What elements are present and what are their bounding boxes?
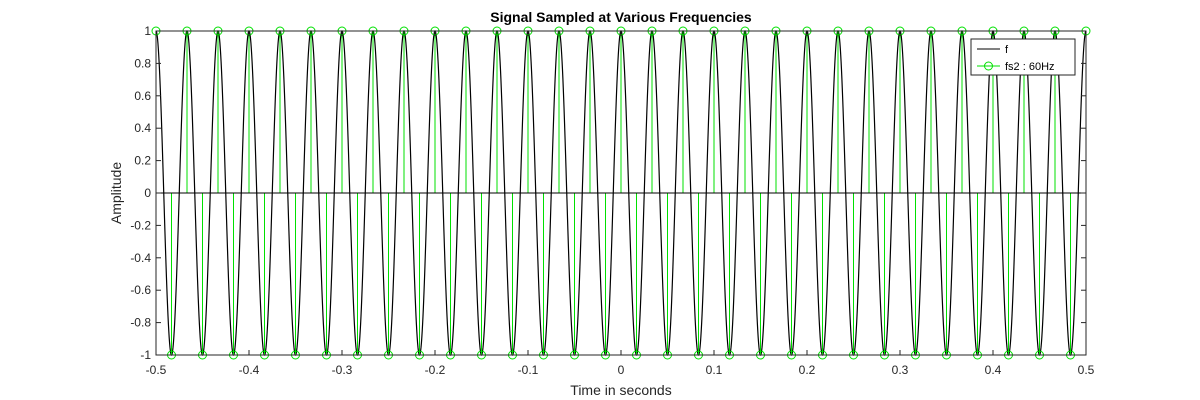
x-tick-label: -0.5	[146, 363, 167, 377]
legend-marker-fs2	[984, 61, 993, 71]
legend-box	[970, 38, 1076, 76]
legend-label-f: f	[1005, 44, 1009, 56]
y-tick-label: -0.4	[130, 251, 151, 265]
x-tick-label: 0.3	[892, 363, 909, 377]
x-tick-label: 0	[618, 363, 625, 377]
legend-label-fs2: fs2 : 60Hz	[1005, 61, 1055, 73]
y-axis-label: Amplitude	[108, 162, 124, 224]
legend: f fs2 : 60Hz	[970, 38, 1076, 76]
x-tick-label: -0.4	[239, 363, 260, 377]
x-tick-label: -0.1	[518, 363, 539, 377]
y-tick-label: 0.8	[134, 56, 151, 70]
y-tick-label: -0.6	[130, 283, 151, 297]
y-tick-label: 0.2	[134, 154, 151, 168]
stem-layer	[151, 26, 1091, 360]
y-tick-label: 0.6	[134, 89, 151, 103]
x-axis-label: Time in seconds	[570, 382, 671, 398]
x-tick-label: 0.5	[1078, 363, 1095, 377]
x-tick-label: 0.2	[799, 363, 816, 377]
axes-box	[155, 30, 1087, 356]
y-tick-label: 0.4	[134, 121, 151, 135]
y-tick-label: 0	[144, 186, 151, 200]
y-tick-label: -1	[140, 348, 151, 362]
chart-title: Signal Sampled at Various Frequencies	[490, 9, 752, 25]
y-tick-label: -0.2	[130, 218, 151, 232]
x-tick-label: 0.4	[985, 363, 1002, 377]
y-tick-label: 1	[144, 24, 151, 38]
x-tick-label: -0.3	[332, 363, 353, 377]
y-tick-label: -0.8	[130, 316, 151, 330]
x-tick-label: 0.1	[706, 363, 723, 377]
x-tick-label: -0.2	[425, 363, 446, 377]
